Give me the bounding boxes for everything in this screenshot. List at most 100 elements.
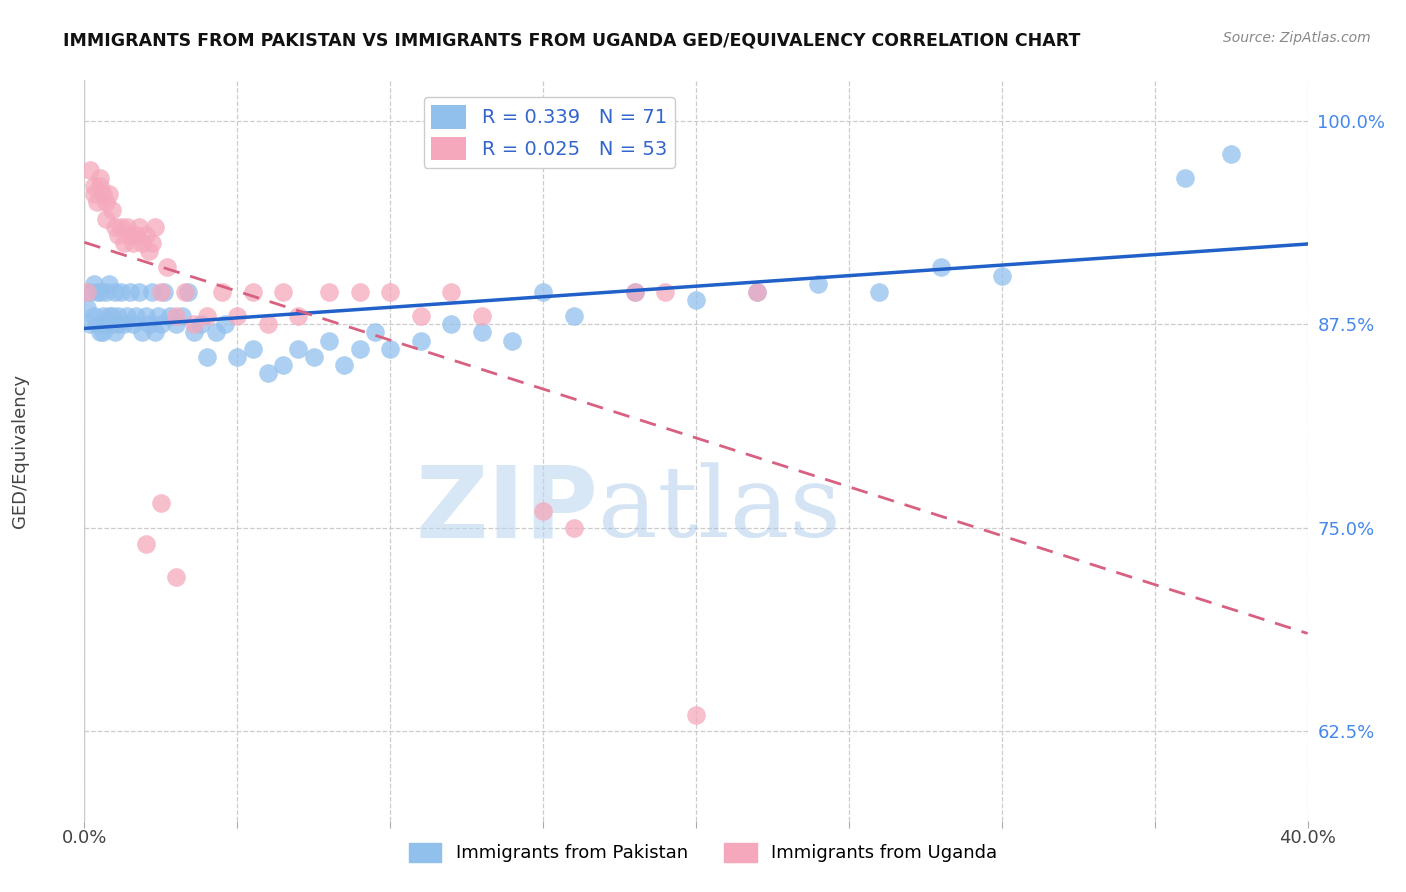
Point bbox=[271, 358, 294, 372]
Point bbox=[104, 326, 127, 340]
Point bbox=[91, 310, 114, 324]
Point bbox=[149, 285, 172, 299]
Point bbox=[190, 318, 212, 332]
Point bbox=[149, 318, 172, 332]
Point bbox=[318, 334, 340, 348]
Point bbox=[409, 334, 432, 348]
Point bbox=[624, 285, 647, 299]
Point bbox=[83, 187, 105, 202]
Point bbox=[685, 293, 707, 307]
Legend: R = 0.339   N = 71, R = 0.025   N = 53: R = 0.339 N = 71, R = 0.025 N = 53 bbox=[423, 97, 675, 169]
Point bbox=[138, 244, 160, 259]
Point bbox=[242, 285, 264, 299]
Point bbox=[107, 227, 129, 242]
Point bbox=[97, 277, 120, 291]
Point bbox=[149, 496, 172, 510]
Point bbox=[94, 195, 117, 210]
Point bbox=[165, 569, 187, 583]
Point bbox=[97, 187, 120, 202]
Point bbox=[409, 310, 432, 324]
Point bbox=[125, 227, 148, 242]
Point bbox=[128, 285, 150, 299]
Point bbox=[562, 521, 585, 535]
Point bbox=[183, 326, 205, 340]
Point bbox=[531, 504, 554, 518]
Point bbox=[991, 268, 1014, 283]
Point bbox=[211, 285, 233, 299]
Point bbox=[183, 318, 205, 332]
Point bbox=[131, 235, 153, 250]
Point bbox=[94, 211, 117, 226]
Point bbox=[531, 285, 554, 299]
Point bbox=[79, 318, 101, 332]
Point bbox=[242, 342, 264, 356]
Point bbox=[135, 227, 157, 242]
Point bbox=[165, 310, 187, 324]
Point bbox=[122, 235, 145, 250]
Point bbox=[1220, 146, 1243, 161]
Text: 40.0%: 40.0% bbox=[1279, 829, 1336, 847]
Point bbox=[143, 219, 166, 234]
Point bbox=[333, 358, 356, 372]
Point bbox=[747, 285, 769, 299]
Point bbox=[1174, 170, 1197, 185]
Point bbox=[195, 310, 218, 324]
Point bbox=[101, 318, 124, 332]
Point bbox=[214, 318, 236, 332]
Point bbox=[83, 277, 105, 291]
Point bbox=[112, 318, 135, 332]
Point bbox=[97, 310, 120, 324]
Text: 0.0%: 0.0% bbox=[62, 829, 107, 847]
Point bbox=[91, 187, 114, 202]
Point bbox=[89, 326, 111, 340]
Point bbox=[110, 285, 132, 299]
Text: Source: ZipAtlas.com: Source: ZipAtlas.com bbox=[1223, 31, 1371, 45]
Point bbox=[89, 179, 111, 194]
Point bbox=[122, 318, 145, 332]
Point bbox=[226, 350, 249, 364]
Point bbox=[120, 227, 142, 242]
Point bbox=[128, 219, 150, 234]
Point bbox=[91, 326, 114, 340]
Point bbox=[79, 162, 101, 177]
Point bbox=[76, 285, 98, 299]
Point bbox=[83, 179, 105, 194]
Point bbox=[440, 318, 463, 332]
Point bbox=[685, 707, 707, 722]
Point bbox=[138, 318, 160, 332]
Point bbox=[141, 235, 163, 250]
Point bbox=[807, 277, 830, 291]
Point bbox=[83, 310, 105, 324]
Point bbox=[94, 285, 117, 299]
Point bbox=[747, 285, 769, 299]
Point bbox=[380, 285, 402, 299]
Point bbox=[172, 310, 194, 324]
Point bbox=[146, 310, 169, 324]
Point bbox=[107, 310, 129, 324]
Point bbox=[869, 285, 891, 299]
Point bbox=[349, 342, 371, 356]
Point bbox=[115, 310, 138, 324]
Point bbox=[153, 285, 176, 299]
Point bbox=[104, 285, 127, 299]
Point bbox=[120, 285, 142, 299]
Point bbox=[257, 318, 280, 332]
Point bbox=[257, 366, 280, 380]
Point bbox=[94, 318, 117, 332]
Point bbox=[226, 310, 249, 324]
Point bbox=[159, 310, 181, 324]
Point bbox=[135, 537, 157, 551]
Point bbox=[131, 326, 153, 340]
Point bbox=[112, 235, 135, 250]
Point bbox=[76, 301, 98, 315]
Point bbox=[141, 285, 163, 299]
Point bbox=[86, 318, 108, 332]
Point bbox=[125, 310, 148, 324]
Text: IMMIGRANTS FROM PAKISTAN VS IMMIGRANTS FROM UGANDA GED/EQUIVALENCY CORRELATION C: IMMIGRANTS FROM PAKISTAN VS IMMIGRANTS F… bbox=[63, 31, 1081, 49]
Point bbox=[271, 285, 294, 299]
Point bbox=[440, 285, 463, 299]
Point bbox=[101, 310, 124, 324]
Point bbox=[349, 285, 371, 299]
Point bbox=[177, 285, 200, 299]
Point bbox=[302, 350, 325, 364]
